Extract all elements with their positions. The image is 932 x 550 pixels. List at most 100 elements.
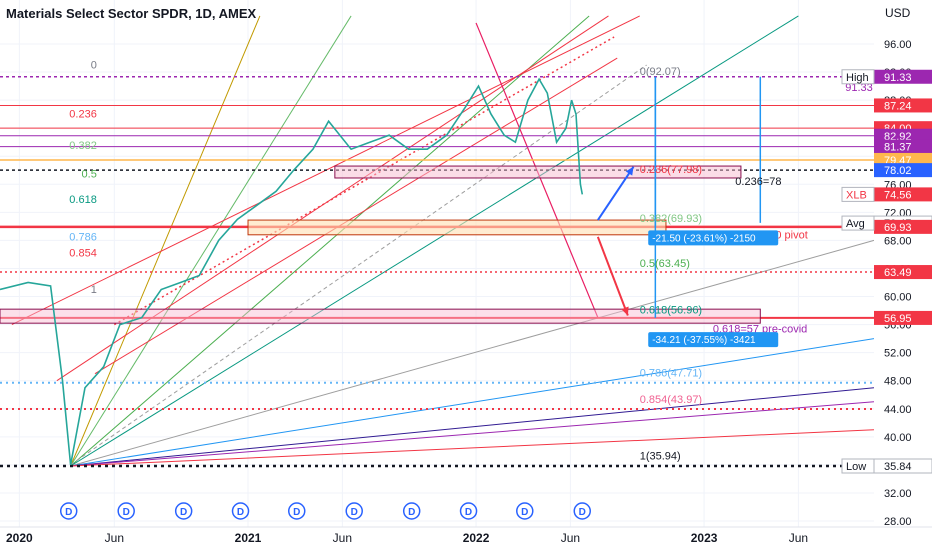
dividend-marker-label: D bbox=[180, 507, 187, 518]
channel-line bbox=[56, 15, 609, 382]
side-tag bbox=[841, 215, 875, 231]
price-tag bbox=[874, 139, 932, 154]
dividend-marker bbox=[231, 502, 250, 520]
x-tick-label: 2020 bbox=[6, 531, 33, 545]
x-tick-label: Jun bbox=[789, 531, 808, 545]
channel-line bbox=[94, 57, 618, 375]
fib-label-left: 0.854 bbox=[69, 248, 97, 260]
fib-label-left: 0.5 bbox=[82, 168, 97, 180]
fan-line bbox=[70, 15, 590, 467]
dividend-marker bbox=[573, 502, 592, 520]
fan-line bbox=[70, 387, 875, 467]
projection-arrow-down-head bbox=[621, 306, 629, 316]
zone-box-070 bbox=[247, 219, 667, 236]
fib-label-left: 0.382 bbox=[69, 140, 97, 152]
price-tag-label: 69.93 bbox=[884, 222, 912, 234]
annotation-label: 0.618(56.96) bbox=[640, 304, 702, 316]
dividend-marker bbox=[287, 502, 306, 520]
currency-label: USD bbox=[885, 6, 911, 20]
annotation-label: 0(92.07) bbox=[640, 66, 681, 78]
annotation-label: 0.236=78 bbox=[735, 176, 781, 188]
price-tag-label: 35.84 bbox=[884, 461, 912, 473]
projection-arrow-up-head bbox=[625, 166, 634, 176]
x-tick-label: 2023 bbox=[691, 531, 718, 545]
annotation-label: 1(35.94) bbox=[640, 450, 681, 462]
dividend-marker-label: D bbox=[65, 507, 72, 518]
time-axis-bg bbox=[0, 527, 932, 550]
side-tag bbox=[841, 458, 875, 474]
price-tag bbox=[874, 163, 932, 178]
annotation-label: 0.786(47.71) bbox=[640, 367, 702, 379]
dividend-marker-label: D bbox=[408, 507, 415, 518]
x-tick-label: 2021 bbox=[235, 531, 262, 545]
annotation-label: 91.33 bbox=[845, 82, 873, 94]
dividend-marker bbox=[174, 502, 193, 520]
price-tag-label: 56.95 bbox=[884, 313, 912, 325]
annotation-label: 0.5(63.45) bbox=[640, 258, 690, 270]
fib-label-left: 0 bbox=[91, 60, 97, 72]
side-tag-label: Avg bbox=[846, 218, 865, 230]
dividend-marker-label: D bbox=[293, 507, 300, 518]
price-tag-label: 63.49 bbox=[884, 267, 912, 279]
side-tag bbox=[841, 69, 875, 85]
side-tag-label: Low bbox=[846, 461, 866, 473]
price-tag-label: 87.24 bbox=[884, 100, 912, 112]
chart-title: Materials Select Sector SPDR, 1D, AMEX bbox=[6, 6, 257, 21]
fib-label-left: 0.618 bbox=[69, 194, 97, 206]
price-tag-label: 78.02 bbox=[884, 165, 912, 177]
measure-box bbox=[648, 230, 779, 246]
y-tick-label: 68.00 bbox=[884, 235, 912, 247]
dividend-marker bbox=[345, 502, 363, 520]
zone-box-078 bbox=[334, 165, 742, 179]
annotation-label: 0.382(69.93) bbox=[640, 213, 702, 225]
annotation-label: 0.236(77.98) bbox=[640, 164, 702, 176]
price-tag bbox=[874, 69, 932, 84]
y-tick-label: 60.00 bbox=[884, 292, 912, 304]
trend-line-dashed bbox=[70, 64, 647, 466]
price-tag-label: 91.33 bbox=[884, 72, 912, 84]
price-tag bbox=[874, 310, 932, 325]
zone-box-057 bbox=[0, 308, 761, 324]
side-tag-label: High bbox=[846, 72, 869, 84]
fan-line bbox=[70, 401, 875, 467]
y-tick-label: 40.00 bbox=[884, 432, 912, 444]
dividend-marker bbox=[402, 502, 421, 520]
fan-line bbox=[70, 15, 352, 467]
projection-arrow-up bbox=[597, 166, 635, 221]
dividend-marker bbox=[516, 502, 534, 520]
y-tick-label: 52.00 bbox=[884, 348, 912, 360]
price-tag bbox=[874, 219, 932, 234]
x-tick-label: Jun bbox=[333, 531, 352, 545]
fan-line bbox=[70, 15, 261, 467]
fan-line bbox=[70, 15, 799, 467]
y-tick-label: 32.00 bbox=[884, 488, 912, 500]
price-tag bbox=[874, 128, 932, 143]
x-tick-label: Jun bbox=[561, 531, 580, 545]
price-tag bbox=[874, 265, 932, 280]
price-tag bbox=[874, 98, 932, 113]
price-tag bbox=[874, 187, 932, 202]
fan-line bbox=[70, 429, 875, 467]
dividend-marker-label: D bbox=[579, 507, 586, 518]
dividend-marker-label: D bbox=[465, 507, 472, 518]
measure-box-label: -34.21 (-37.55%) -3421 bbox=[652, 335, 756, 346]
price-tag-label: 74.56 bbox=[884, 189, 912, 201]
price-series bbox=[0, 77, 584, 466]
dividend-marker-label: D bbox=[351, 507, 358, 518]
y-tick-label: 96.00 bbox=[884, 39, 912, 51]
fan-line bbox=[70, 239, 875, 467]
measure-box-label: -21.50 (-23.61%) -2150 bbox=[652, 233, 756, 244]
annotation-label: 0.854(43.97) bbox=[640, 394, 702, 406]
fib-label-left: 0.236 bbox=[69, 109, 97, 121]
side-tag-label: XLB bbox=[846, 189, 867, 201]
dividend-marker bbox=[117, 502, 135, 520]
y-tick-label: 48.00 bbox=[884, 376, 912, 388]
price-tag-label: 81.37 bbox=[884, 142, 912, 154]
x-tick-label: Jun bbox=[105, 531, 124, 545]
y-tick-label: 28.00 bbox=[884, 516, 912, 528]
measure-box bbox=[648, 332, 779, 348]
y-tick-label: 44.00 bbox=[884, 404, 912, 416]
fib-label-left: 1 bbox=[91, 284, 97, 296]
